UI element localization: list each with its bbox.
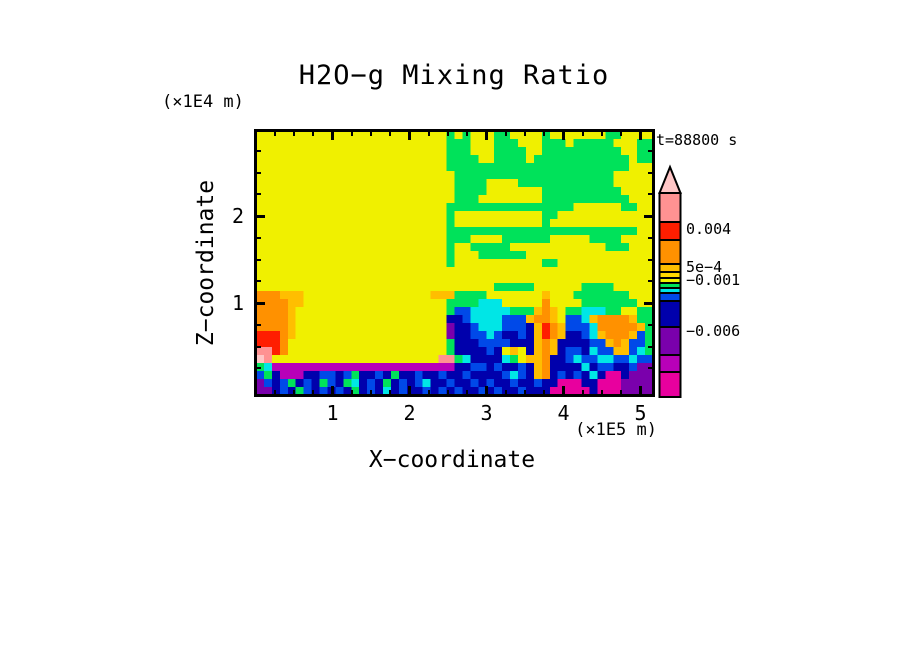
- x-major-tick: [331, 131, 334, 140]
- colorbar-label: 0.004: [686, 220, 732, 238]
- x-minor-tick: [524, 131, 526, 136]
- y-major-tick: [644, 214, 653, 218]
- y-minor-tick: [256, 193, 261, 196]
- x-minor-tick: [581, 390, 584, 395]
- y-tick-label: 1: [231, 291, 244, 315]
- y-minor-tick: [648, 367, 653, 370]
- colorbar-label: 5e−4: [686, 258, 723, 276]
- x-major-tick: [408, 131, 411, 140]
- y-minor-tick: [256, 367, 261, 370]
- x-major-tick: [562, 131, 565, 140]
- colorbar-segment: [658, 192, 682, 223]
- y-minor-tick: [648, 193, 653, 196]
- colorbar-segment: [658, 326, 682, 356]
- colorbar-label: −0.006: [686, 322, 741, 340]
- y-minor-tick: [648, 345, 653, 348]
- colorbar-segment: [658, 263, 682, 273]
- x-major-tick: [562, 386, 565, 395]
- x-minor-tick: [504, 390, 507, 395]
- y-major-tick: [256, 301, 265, 305]
- x-minor-tick: [620, 131, 623, 136]
- y-minor-tick: [648, 323, 653, 326]
- y-minor-tick: [256, 171, 261, 174]
- x-tick-label: 3: [480, 401, 493, 425]
- x-major-tick: [331, 386, 334, 395]
- x-major-tick: [639, 386, 642, 395]
- x-minor-tick: [350, 131, 353, 136]
- x-minor-tick: [293, 131, 295, 136]
- y-minor-tick: [648, 258, 653, 261]
- chart-title: H2O−g Mixing Ratio: [298, 60, 610, 91]
- x-axis-unit-label: (×1E5 m): [575, 420, 657, 440]
- x-minor-tick: [543, 131, 546, 136]
- colorbar-segment: [658, 354, 682, 373]
- x-minor-tick: [620, 390, 623, 395]
- y-minor-tick: [256, 258, 261, 261]
- x-axis-title: X−coordinate: [368, 447, 536, 473]
- time-annotation: t=88800 s: [656, 131, 738, 149]
- x-minor-tick: [466, 390, 469, 395]
- x-minor-tick: [350, 390, 353, 395]
- x-minor-tick: [427, 390, 430, 395]
- colorbar-segment: [658, 292, 682, 302]
- y-minor-tick: [648, 171, 653, 174]
- heatmap-canvas: [256, 131, 653, 395]
- x-tick-label: 1: [326, 401, 339, 425]
- y-minor-tick: [256, 280, 261, 283]
- y-axis-title: Z−coordinate: [193, 179, 219, 347]
- x-major-tick: [485, 386, 488, 395]
- x-minor-tick: [427, 131, 430, 136]
- x-minor-tick: [273, 390, 276, 395]
- x-major-tick: [408, 386, 411, 395]
- x-minor-tick: [581, 131, 584, 136]
- x-tick-label: 2: [403, 401, 416, 425]
- y-minor-tick: [256, 149, 261, 152]
- x-minor-tick: [601, 131, 603, 136]
- colorbar-segment: [658, 371, 682, 398]
- x-minor-tick: [389, 131, 392, 136]
- x-minor-tick: [389, 390, 392, 395]
- y-axis-unit-label: (×1E4 m): [162, 92, 244, 112]
- x-minor-tick: [293, 390, 295, 395]
- y-minor-tick: [648, 280, 653, 283]
- x-major-tick: [485, 131, 488, 140]
- colorbar-segment: [658, 221, 682, 241]
- x-minor-tick: [312, 390, 315, 395]
- colorbar-arrow: [658, 164, 682, 194]
- plot-area: [254, 129, 655, 397]
- y-major-tick: [644, 301, 653, 305]
- x-minor-tick: [447, 131, 449, 136]
- x-minor-tick: [524, 390, 526, 395]
- x-minor-tick: [370, 390, 372, 395]
- colorbar-label: −0.001: [686, 271, 741, 289]
- y-minor-tick: [648, 149, 653, 152]
- x-minor-tick: [273, 131, 276, 136]
- x-minor-tick: [447, 390, 449, 395]
- colorbar-segment: [658, 300, 682, 328]
- x-major-tick: [639, 131, 642, 140]
- x-minor-tick: [312, 131, 315, 136]
- y-minor-tick: [648, 236, 653, 239]
- y-tick-label: 2: [231, 204, 244, 228]
- colorbar: [658, 164, 682, 398]
- x-tick-label: 4: [557, 401, 570, 425]
- y-minor-tick: [256, 236, 261, 239]
- y-minor-tick: [256, 345, 261, 348]
- x-minor-tick: [504, 131, 507, 136]
- x-tick-label: 5: [634, 401, 647, 425]
- x-minor-tick: [543, 390, 546, 395]
- x-minor-tick: [601, 390, 603, 395]
- x-minor-tick: [370, 131, 372, 136]
- y-minor-tick: [256, 323, 261, 326]
- y-major-tick: [256, 214, 265, 218]
- colorbar-segment: [658, 239, 682, 265]
- x-minor-tick: [466, 131, 469, 136]
